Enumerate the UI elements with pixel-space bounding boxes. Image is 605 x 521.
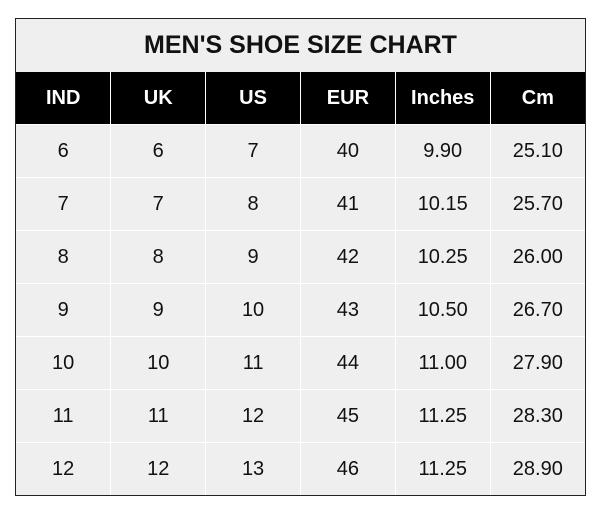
- table-cell: 13: [205, 442, 301, 495]
- table-cell: 7: [110, 177, 207, 231]
- table-cell: 25.70: [489, 177, 585, 231]
- table-cell: 6: [16, 124, 112, 178]
- table-cell: 12: [16, 442, 112, 495]
- size-chart: MEN'S SHOE SIZE CHART IND UK US EUR Inches Cm…: [15, 18, 586, 496]
- table-cell: 10.25: [394, 230, 491, 284]
- table-row: 12 12 13 46 11.25 28.90: [16, 442, 585, 495]
- table-row: 8 8 9 42 10.25 26.00: [16, 230, 585, 284]
- table-cell: 11: [110, 389, 207, 443]
- table-cell: 45: [299, 389, 396, 443]
- header-row: IND UK US EUR Inches Cm: [16, 72, 585, 125]
- table-cell: 26.00: [489, 230, 585, 284]
- table-cell: 7: [205, 124, 301, 178]
- table-cell: 6: [110, 124, 207, 178]
- table-cell: 41: [299, 177, 396, 231]
- column-header: Cm: [489, 72, 585, 125]
- table-cell: 9: [16, 283, 112, 337]
- table-cell: 10: [205, 283, 301, 337]
- table-cell: 26.70: [489, 283, 585, 337]
- table-cell: 40: [299, 124, 396, 178]
- table-cell: 12: [205, 389, 301, 443]
- table-row: 11 11 12 45 11.25 28.30: [16, 389, 585, 443]
- table-cell: 46: [299, 442, 396, 495]
- table-cell: 11.00: [394, 336, 491, 390]
- table-cell: 43: [299, 283, 396, 337]
- table-cell: 10.15: [394, 177, 491, 231]
- column-header: UK: [110, 72, 206, 125]
- table-cell: 8: [110, 230, 207, 284]
- table-cell: 11.25: [394, 442, 491, 495]
- table-cell: 9: [205, 230, 301, 284]
- table-row: 6 6 7 40 9.90 25.10: [16, 124, 585, 178]
- size-table: MEN'S SHOE SIZE CHART IND UK US EUR Inches Cm…: [16, 19, 585, 495]
- table-cell: 11.25: [394, 389, 491, 443]
- column-header: Inches: [394, 72, 491, 125]
- table-cell: 42: [299, 230, 396, 284]
- table-cell: 9.90: [394, 124, 491, 178]
- table-cell: 8: [205, 177, 301, 231]
- table-cell: 10: [16, 336, 112, 390]
- table-row: 10 10 11 44 11.00 27.90: [16, 336, 585, 390]
- table-cell: 12: [110, 442, 207, 495]
- table-cell: 8: [16, 230, 112, 284]
- table-cell: 27.90: [489, 336, 585, 390]
- table-cell: 44: [299, 336, 396, 390]
- chart-title: MEN'S SHOE SIZE CHART: [16, 19, 585, 72]
- table-cell: 11: [16, 389, 112, 443]
- table-row: 7 7 8 41 10.15 25.70: [16, 177, 585, 231]
- table-cell: 28.30: [489, 389, 585, 443]
- table-cell: 10.50: [394, 283, 491, 337]
- table-cell: 9: [110, 283, 207, 337]
- table-cell: 25.10: [489, 124, 585, 178]
- column-header: EUR: [299, 72, 396, 125]
- table-cell: 11: [205, 336, 301, 390]
- table-row: 9 9 10 43 10.50 26.70: [16, 283, 585, 337]
- table-cell: 10: [110, 336, 207, 390]
- table-cell: 7: [16, 177, 112, 231]
- column-header: IND: [16, 72, 111, 125]
- column-header: US: [205, 72, 301, 125]
- table-cell: 28.90: [489, 442, 585, 495]
